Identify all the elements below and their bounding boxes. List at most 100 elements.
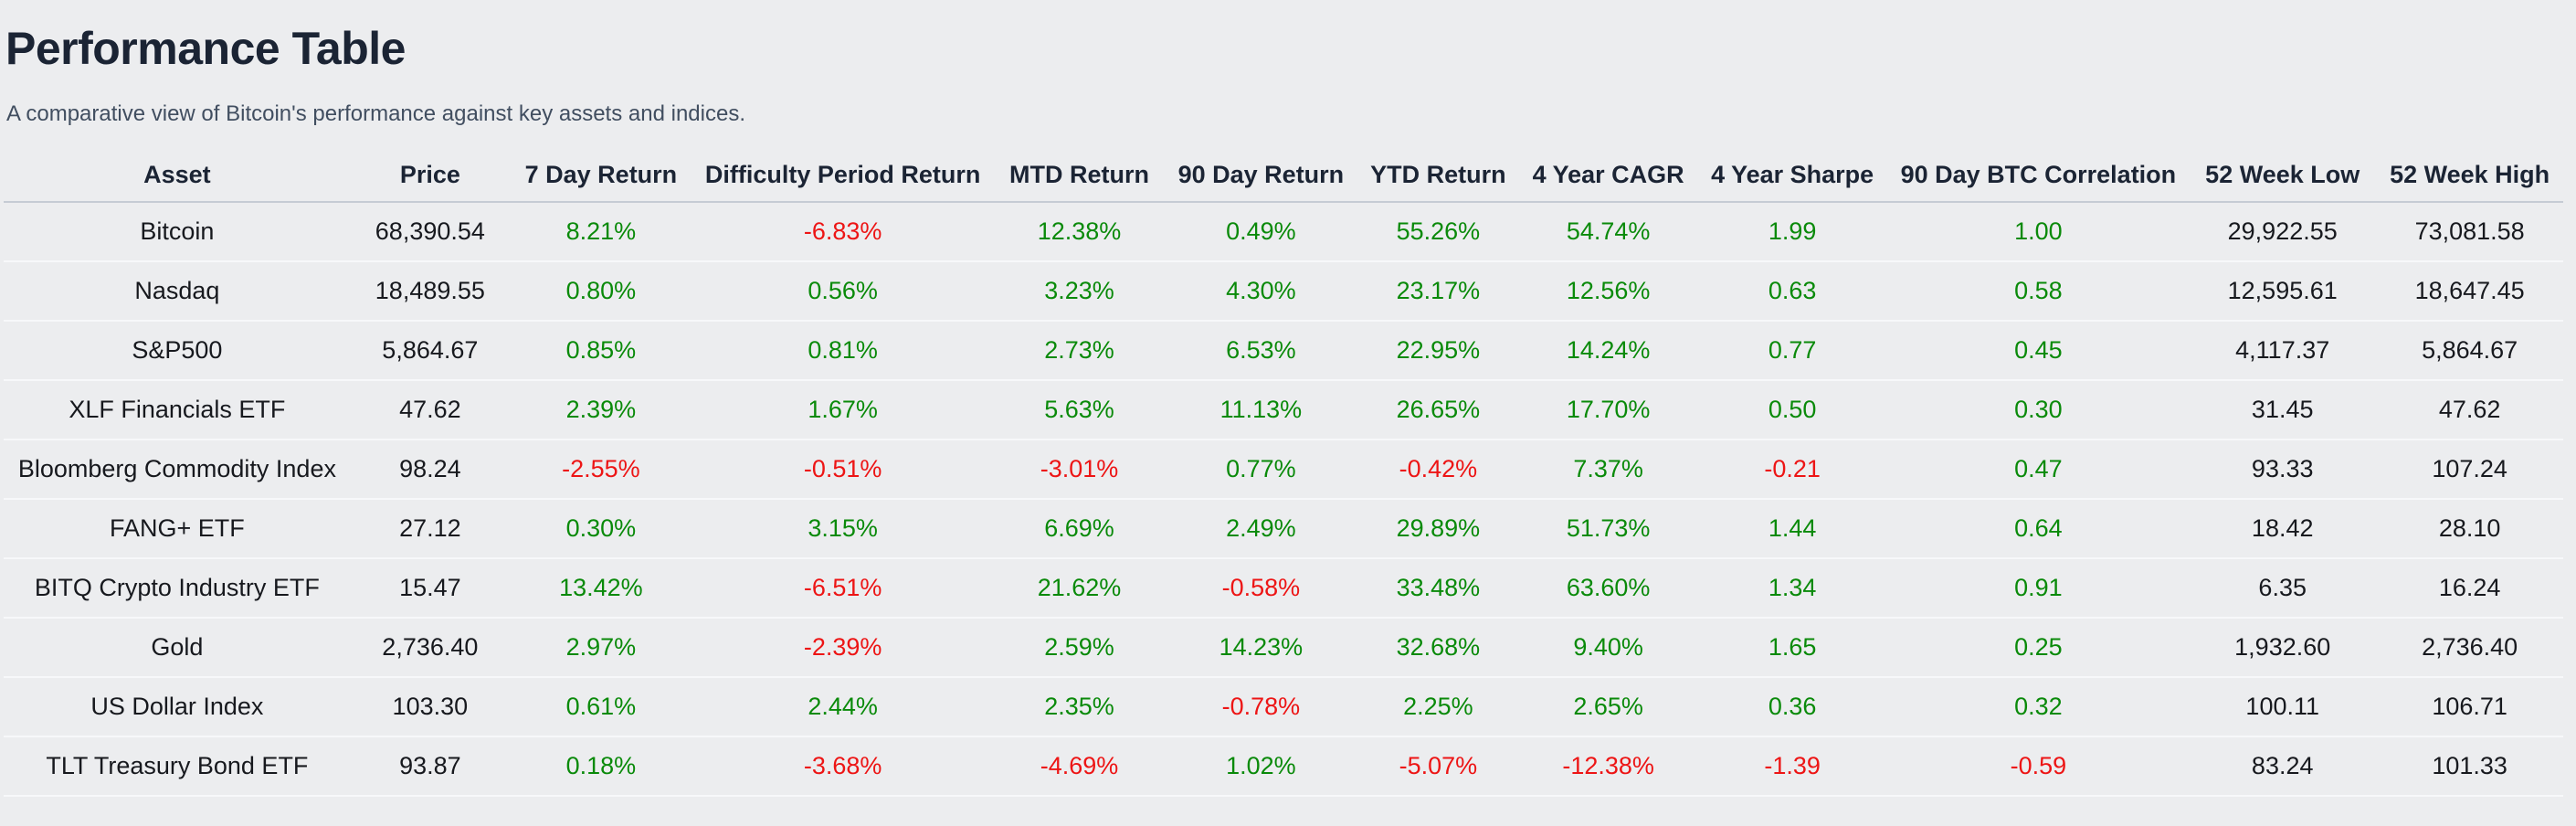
4-year-sharpe-cell: 1.34 — [1696, 558, 1888, 619]
90-day-return-cell: 11.13% — [1165, 380, 1357, 440]
price-cell: 15.47 — [350, 558, 510, 619]
mtd-return-cell: 21.62% — [993, 558, 1166, 619]
7-day-return-cell: 0.85% — [509, 321, 692, 381]
7-day-return-cell: -2.55% — [509, 439, 692, 500]
90-day-btc-correlation-cell: 0.64 — [1887, 499, 2190, 559]
52-week-high-cell: 16.24 — [2376, 558, 2563, 619]
column-header-90-day-return: 90 Day Return — [1165, 149, 1357, 203]
asset-cell: S&P500 — [4, 321, 351, 381]
52-week-low-cell: 12,595.61 — [2189, 261, 2377, 322]
mtd-return-cell: -3.01% — [993, 439, 1166, 500]
asset-cell: Bitcoin — [4, 202, 351, 262]
4-year-cagr-cell: 63.60% — [1519, 558, 1697, 619]
52-week-low-cell: 93.33 — [2189, 439, 2377, 500]
90-day-return-cell: 0.77% — [1165, 439, 1357, 500]
performance-table-section: Performance Table A comparative view of … — [0, 24, 2576, 797]
asset-cell: US Dollar Index — [4, 677, 351, 737]
4-year-cagr-cell: 54.74% — [1519, 202, 1697, 262]
price-cell: 2,736.40 — [350, 618, 510, 678]
52-week-high-cell: 2,736.40 — [2376, 618, 2563, 678]
asset-cell: Nasdaq — [4, 261, 351, 322]
table-row-s-p500: S&P500 5,864.67 0.85% 0.81% 2.73% 6.53% 22.95%… — [4, 321, 2563, 381]
column-header-4-year-sharpe: 4 Year Sharpe — [1696, 149, 1888, 203]
mtd-return-cell: 2.59% — [993, 618, 1166, 678]
difficulty-period-return-cell: 2.44% — [692, 677, 994, 737]
4-year-sharpe-cell: 0.77 — [1696, 321, 1888, 381]
table-row-xlf-financials-etf: XLF Financials ETF 47.62 2.39% 1.67% 5.63% 11… — [4, 380, 2563, 440]
52-week-high-cell: 5,864.67 — [2376, 321, 2563, 381]
4-year-cagr-cell: 12.56% — [1519, 261, 1697, 322]
ytd-return-cell: 22.95% — [1357, 321, 1520, 381]
90-day-return-cell: 14.23% — [1165, 618, 1357, 678]
ytd-return-cell: -0.42% — [1357, 439, 1520, 500]
price-cell: 18,489.55 — [350, 261, 510, 322]
asset-cell: Bloomberg Commodity Index — [4, 439, 351, 500]
52-week-high-cell: 18,647.45 — [2376, 261, 2563, 322]
price-cell: 5,864.67 — [350, 321, 510, 381]
price-cell: 27.12 — [350, 499, 510, 559]
table-row-gold: Gold 2,736.40 2.97% -2.39% 2.59% 14.23% 32.68%… — [4, 618, 2563, 678]
90-day-return-cell: 1.02% — [1165, 736, 1357, 797]
difficulty-period-return-cell: -3.68% — [692, 736, 994, 797]
7-day-return-cell: 2.97% — [509, 618, 692, 678]
90-day-return-cell: -0.78% — [1165, 677, 1357, 737]
4-year-sharpe-cell: 1.44 — [1696, 499, 1888, 559]
mtd-return-cell: 2.35% — [993, 677, 1166, 737]
52-week-low-cell: 6.35 — [2189, 558, 2377, 619]
52-week-high-cell: 47.62 — [2376, 380, 2563, 440]
difficulty-period-return-cell: -2.39% — [692, 618, 994, 678]
90-day-return-cell: 0.49% — [1165, 202, 1357, 262]
7-day-return-cell: 0.30% — [509, 499, 692, 559]
mtd-return-cell: 12.38% — [993, 202, 1166, 262]
52-week-high-cell: 106.71 — [2376, 677, 2563, 737]
52-week-low-cell: 100.11 — [2189, 677, 2377, 737]
90-day-return-cell: -0.58% — [1165, 558, 1357, 619]
price-cell: 47.62 — [350, 380, 510, 440]
asset-cell: BITQ Crypto Industry ETF — [4, 558, 351, 619]
table-row-nasdaq: Nasdaq 18,489.55 0.80% 0.56% 3.23% 4.30% 23.17… — [4, 261, 2563, 322]
4-year-cagr-cell: 17.70% — [1519, 380, 1697, 440]
4-year-sharpe-cell: 1.65 — [1696, 618, 1888, 678]
90-day-return-cell: 2.49% — [1165, 499, 1357, 559]
90-day-return-cell: 4.30% — [1165, 261, 1357, 322]
ytd-return-cell: 2.25% — [1357, 677, 1520, 737]
column-header-4-year-cagr: 4 Year CAGR — [1519, 149, 1697, 203]
column-header-7-day-return: 7 Day Return — [509, 149, 692, 203]
52-week-high-cell: 73,081.58 — [2376, 202, 2563, 262]
7-day-return-cell: 0.80% — [509, 261, 692, 322]
difficulty-period-return-cell: 3.15% — [692, 499, 994, 559]
table-row-us-dollar-index: US Dollar Index 103.30 0.61% 2.44% 2.35% -0.7… — [4, 677, 2563, 737]
4-year-sharpe-cell: 0.36 — [1696, 677, 1888, 737]
4-year-sharpe-cell: -1.39 — [1696, 736, 1888, 797]
4-year-sharpe-cell: 0.50 — [1696, 380, 1888, 440]
52-week-high-cell: 107.24 — [2376, 439, 2563, 500]
52-week-low-cell: 29,922.55 — [2189, 202, 2377, 262]
difficulty-period-return-cell: 0.56% — [692, 261, 994, 322]
ytd-return-cell: 32.68% — [1357, 618, 1520, 678]
column-header-price: Price — [350, 149, 510, 203]
table-row-fang-etf: FANG+ ETF 27.12 0.30% 3.15% 6.69% 2.49% 29.89%… — [4, 499, 2563, 559]
column-header-difficulty-period-return: Difficulty Period Return — [692, 149, 994, 203]
90-day-btc-correlation-cell: 0.32 — [1887, 677, 2190, 737]
90-day-btc-correlation-cell: 0.25 — [1887, 618, 2190, 678]
mtd-return-cell: 6.69% — [993, 499, 1166, 559]
difficulty-period-return-cell: 0.81% — [692, 321, 994, 381]
7-day-return-cell: 0.61% — [509, 677, 692, 737]
ytd-return-cell: 23.17% — [1357, 261, 1520, 322]
column-header-52-week-low: 52 Week Low — [2189, 149, 2377, 203]
52-week-low-cell: 31.45 — [2189, 380, 2377, 440]
asset-cell: XLF Financials ETF — [4, 380, 351, 440]
4-year-cagr-cell: 14.24% — [1519, 321, 1697, 381]
table-header-row: Asset Price 7 Day Return Difficulty Period … — [4, 149, 2563, 203]
4-year-cagr-cell: 9.40% — [1519, 618, 1697, 678]
4-year-sharpe-cell: 0.63 — [1696, 261, 1888, 322]
price-cell: 98.24 — [350, 439, 510, 500]
4-year-cagr-cell: 7.37% — [1519, 439, 1697, 500]
7-day-return-cell: 13.42% — [509, 558, 692, 619]
price-cell: 93.87 — [350, 736, 510, 797]
table-row-bloomberg-commodity-index: Bloomberg Commodity Index 98.24 -2.55% -0.5… — [4, 439, 2563, 500]
performance-table: Asset Price 7 Day Return Difficulty Period … — [4, 149, 2563, 797]
column-header-asset: Asset — [4, 149, 351, 203]
ytd-return-cell: 26.65% — [1357, 380, 1520, 440]
difficulty-period-return-cell: -6.83% — [692, 202, 994, 262]
